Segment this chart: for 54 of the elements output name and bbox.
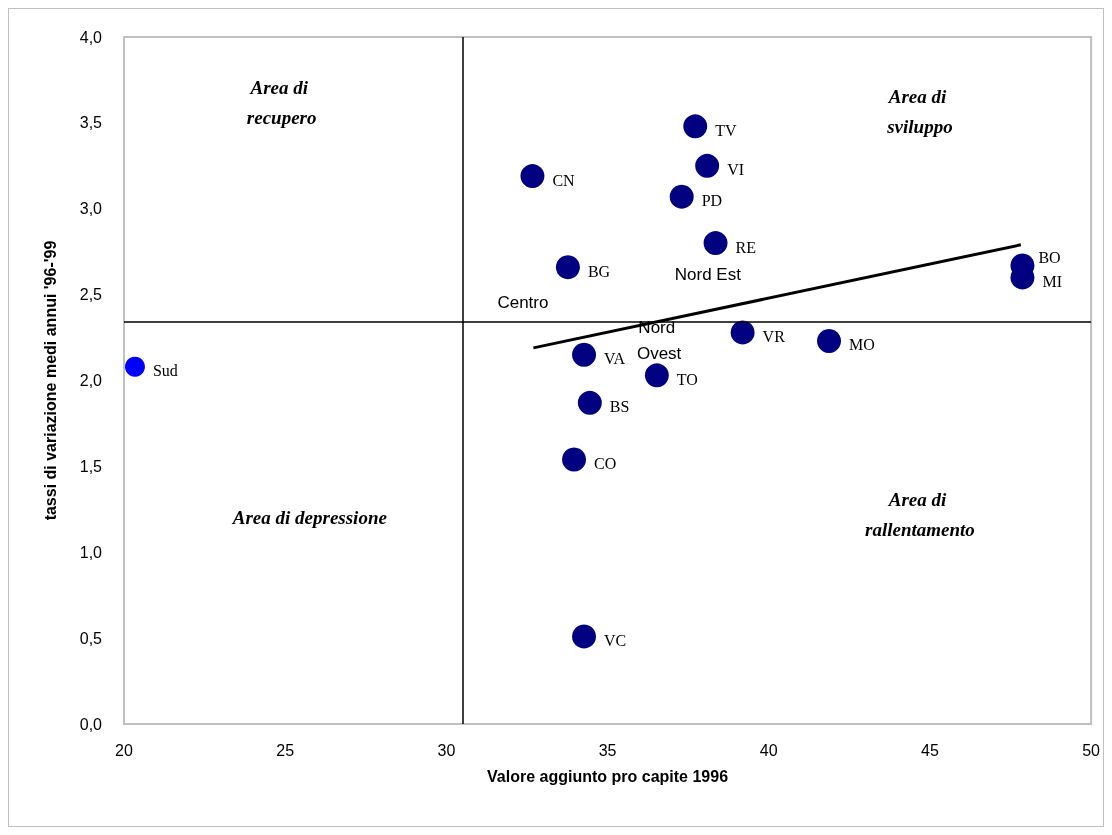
point <box>520 164 545 189</box>
point <box>669 184 694 209</box>
point <box>695 153 720 178</box>
x-tick-label: 30 <box>437 741 456 759</box>
series-label: VR <box>762 327 786 345</box>
y-axis-title: tassi di variazione medi annui '96-'99 <box>41 240 59 521</box>
series-label: BG <box>587 262 611 280</box>
y-tick-label: 0,0 <box>79 715 103 733</box>
point <box>562 447 587 472</box>
point <box>572 342 597 367</box>
x-tick-label: 40 <box>759 741 778 759</box>
point <box>703 231 728 256</box>
point <box>572 624 597 649</box>
series-label: VA <box>604 350 626 368</box>
y-tick-label: 1,5 <box>79 457 103 475</box>
series-label: TV <box>715 121 738 139</box>
series-label: RE <box>735 238 756 256</box>
y-tick-label: 3,5 <box>79 114 103 132</box>
x-tick-label: 35 <box>598 741 617 759</box>
annotation: Area di rallentamento <box>865 488 975 540</box>
y-tick-label: 0,5 <box>79 629 103 647</box>
series-label: PD <box>701 192 723 210</box>
annotation: Centro <box>497 292 549 312</box>
series-label: VI <box>727 161 745 179</box>
x-tick-label: 50 <box>1082 741 1101 759</box>
point <box>730 320 755 345</box>
point <box>817 329 842 353</box>
y-tick-label: 2,5 <box>79 286 103 304</box>
series-label: BO <box>1038 248 1061 266</box>
series-label: MI <box>1042 272 1062 290</box>
point <box>644 363 669 388</box>
annotation: Area di depressione <box>231 507 388 529</box>
y-tick-label: 2,0 <box>79 372 103 389</box>
x-tick-label: 20 <box>115 741 133 759</box>
series-label: CN <box>552 171 576 189</box>
y-tick-label: 1,0 <box>79 543 103 561</box>
annotation: Area di recupero <box>246 76 317 128</box>
series-label: Sud <box>152 362 178 380</box>
series-label: BS <box>609 398 630 416</box>
point <box>683 114 708 139</box>
series-label: VC <box>604 631 627 649</box>
series-label: MO <box>849 336 875 354</box>
point <box>577 390 602 415</box>
annotation: Nord Est <box>674 265 742 285</box>
annotation: Area di sviluppo <box>886 85 953 137</box>
series-label: CO <box>594 455 617 473</box>
x-tick-label: 45 <box>921 741 939 759</box>
y-tick-label: 3,0 <box>79 200 103 218</box>
x-tick-label: 25 <box>276 741 295 759</box>
series-label: TO <box>676 370 698 388</box>
point <box>124 356 145 377</box>
point <box>555 255 580 280</box>
x-axis-title: Valore aggiunto pro capite 1996 <box>487 767 729 785</box>
y-tick-label: 4,0 <box>79 28 103 46</box>
